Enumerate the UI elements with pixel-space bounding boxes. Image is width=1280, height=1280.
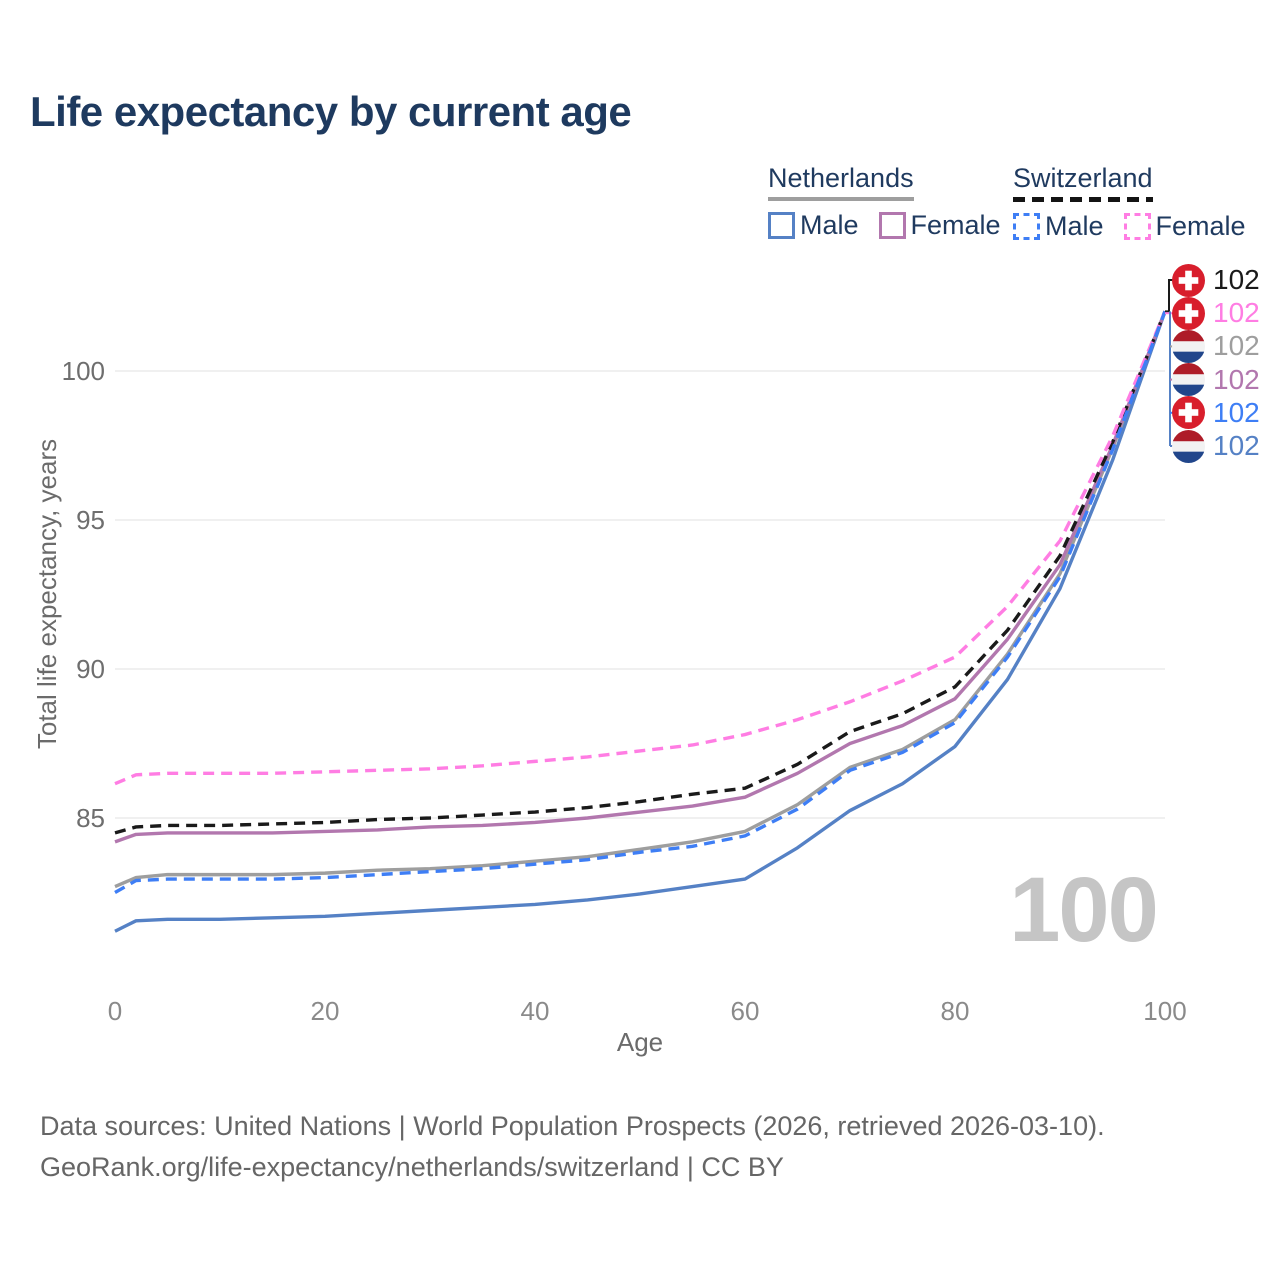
end-label-netherlands-5: 102 — [1172, 429, 1260, 463]
series-line-netherlands-male — [114, 310, 1167, 933]
series-line-netherlands-female — [114, 310, 1167, 844]
netherlands-flag-icon — [1172, 363, 1205, 397]
x-tick-label: 100 — [1143, 996, 1187, 1026]
y-axis-title: Total life expectancy, years — [32, 438, 62, 750]
end-label-value: 102 — [1213, 330, 1260, 362]
switzerland-male-swatch-icon — [1013, 213, 1040, 240]
x-tick-label: 60 — [730, 996, 760, 1026]
switzerland-flag-icon — [1172, 296, 1205, 330]
end-label-switzerland-1: 102 — [1172, 296, 1260, 330]
legend-group-switzerland: Switzerland Male Female — [1013, 163, 1246, 242]
legend-country-label: Netherlands — [768, 163, 914, 193]
leader-line — [1165, 279, 1174, 313]
x-tick-label: 80 — [940, 996, 970, 1026]
legend-country-label: Switzerland — [1013, 163, 1153, 193]
end-label-value: 102 — [1213, 264, 1260, 295]
footer: Data sources: United Nations | World Pop… — [40, 1106, 1105, 1188]
legend-country-netherlands[interactable]: Netherlands — [768, 163, 914, 201]
netherlands-line-style-swatch — [768, 197, 914, 201]
x-axis-title: Age — [616, 1027, 664, 1057]
end-label-switzerland-4: 102 — [1172, 396, 1260, 430]
legend-country-switzerland[interactable]: Switzerland — [1013, 163, 1153, 202]
y-tick-label: 95 — [76, 505, 105, 535]
legend-item-netherlands-male[interactable]: Male — [768, 210, 859, 241]
netherlands-flag-icon — [1172, 429, 1205, 463]
footer-data-sources: Data sources: United Nations | World Pop… — [40, 1111, 1105, 1141]
age-watermark: 100 — [1009, 859, 1159, 961]
legend-item-netherlands-female[interactable]: Female — [878, 210, 1001, 241]
end-label-value: 102 — [1213, 297, 1260, 329]
y-tick-label: 85 — [76, 803, 105, 833]
legend-item-switzerland-male[interactable]: Male — [1013, 211, 1104, 242]
legend-item-label: Male — [800, 210, 859, 240]
switzerland-line-style-swatch — [1013, 197, 1153, 202]
x-tick-label: 20 — [310, 996, 340, 1026]
end-label-netherlands-2: 102 — [1172, 329, 1260, 363]
legend-item-label: Female — [910, 210, 1001, 240]
legend-item-label: Male — [1045, 211, 1104, 241]
y-tick-label: 100 — [61, 356, 105, 386]
legend-group-netherlands: Netherlands Male Female — [768, 163, 1001, 241]
x-tick-label: 40 — [520, 996, 550, 1026]
netherlands-female-swatch-icon — [878, 212, 906, 239]
series-line-netherlands-all — [114, 310, 1167, 889]
netherlands-flag-icon — [1172, 329, 1205, 363]
x-tick-label: 0 — [107, 996, 123, 1026]
series-line-switzerland-all — [114, 310, 1167, 835]
end-label-value: 102 — [1213, 396, 1260, 428]
series-line-switzerland-female — [114, 310, 1167, 786]
switzerland-female-swatch-icon — [1123, 213, 1151, 240]
page-title: Life expectancy by current age — [30, 88, 632, 135]
netherlands-male-swatch-icon — [768, 212, 795, 239]
switzerland-flag-icon — [1172, 263, 1205, 297]
series-line-switzerland-male — [114, 310, 1167, 894]
end-label-netherlands-3: 102 — [1172, 363, 1260, 397]
end-label-value: 102 — [1213, 430, 1260, 461]
end-label-switzerland-0: 102 — [1172, 263, 1260, 297]
legend-item-switzerland-female[interactable]: Female — [1123, 211, 1246, 242]
footer-attribution: GeoRank.org/life-expectancy/netherlands/… — [40, 1152, 784, 1182]
y-tick-label: 90 — [76, 654, 105, 684]
switzerland-flag-icon — [1172, 396, 1205, 430]
end-label-value: 102 — [1213, 363, 1260, 395]
legend-item-label: Female — [1155, 211, 1246, 241]
